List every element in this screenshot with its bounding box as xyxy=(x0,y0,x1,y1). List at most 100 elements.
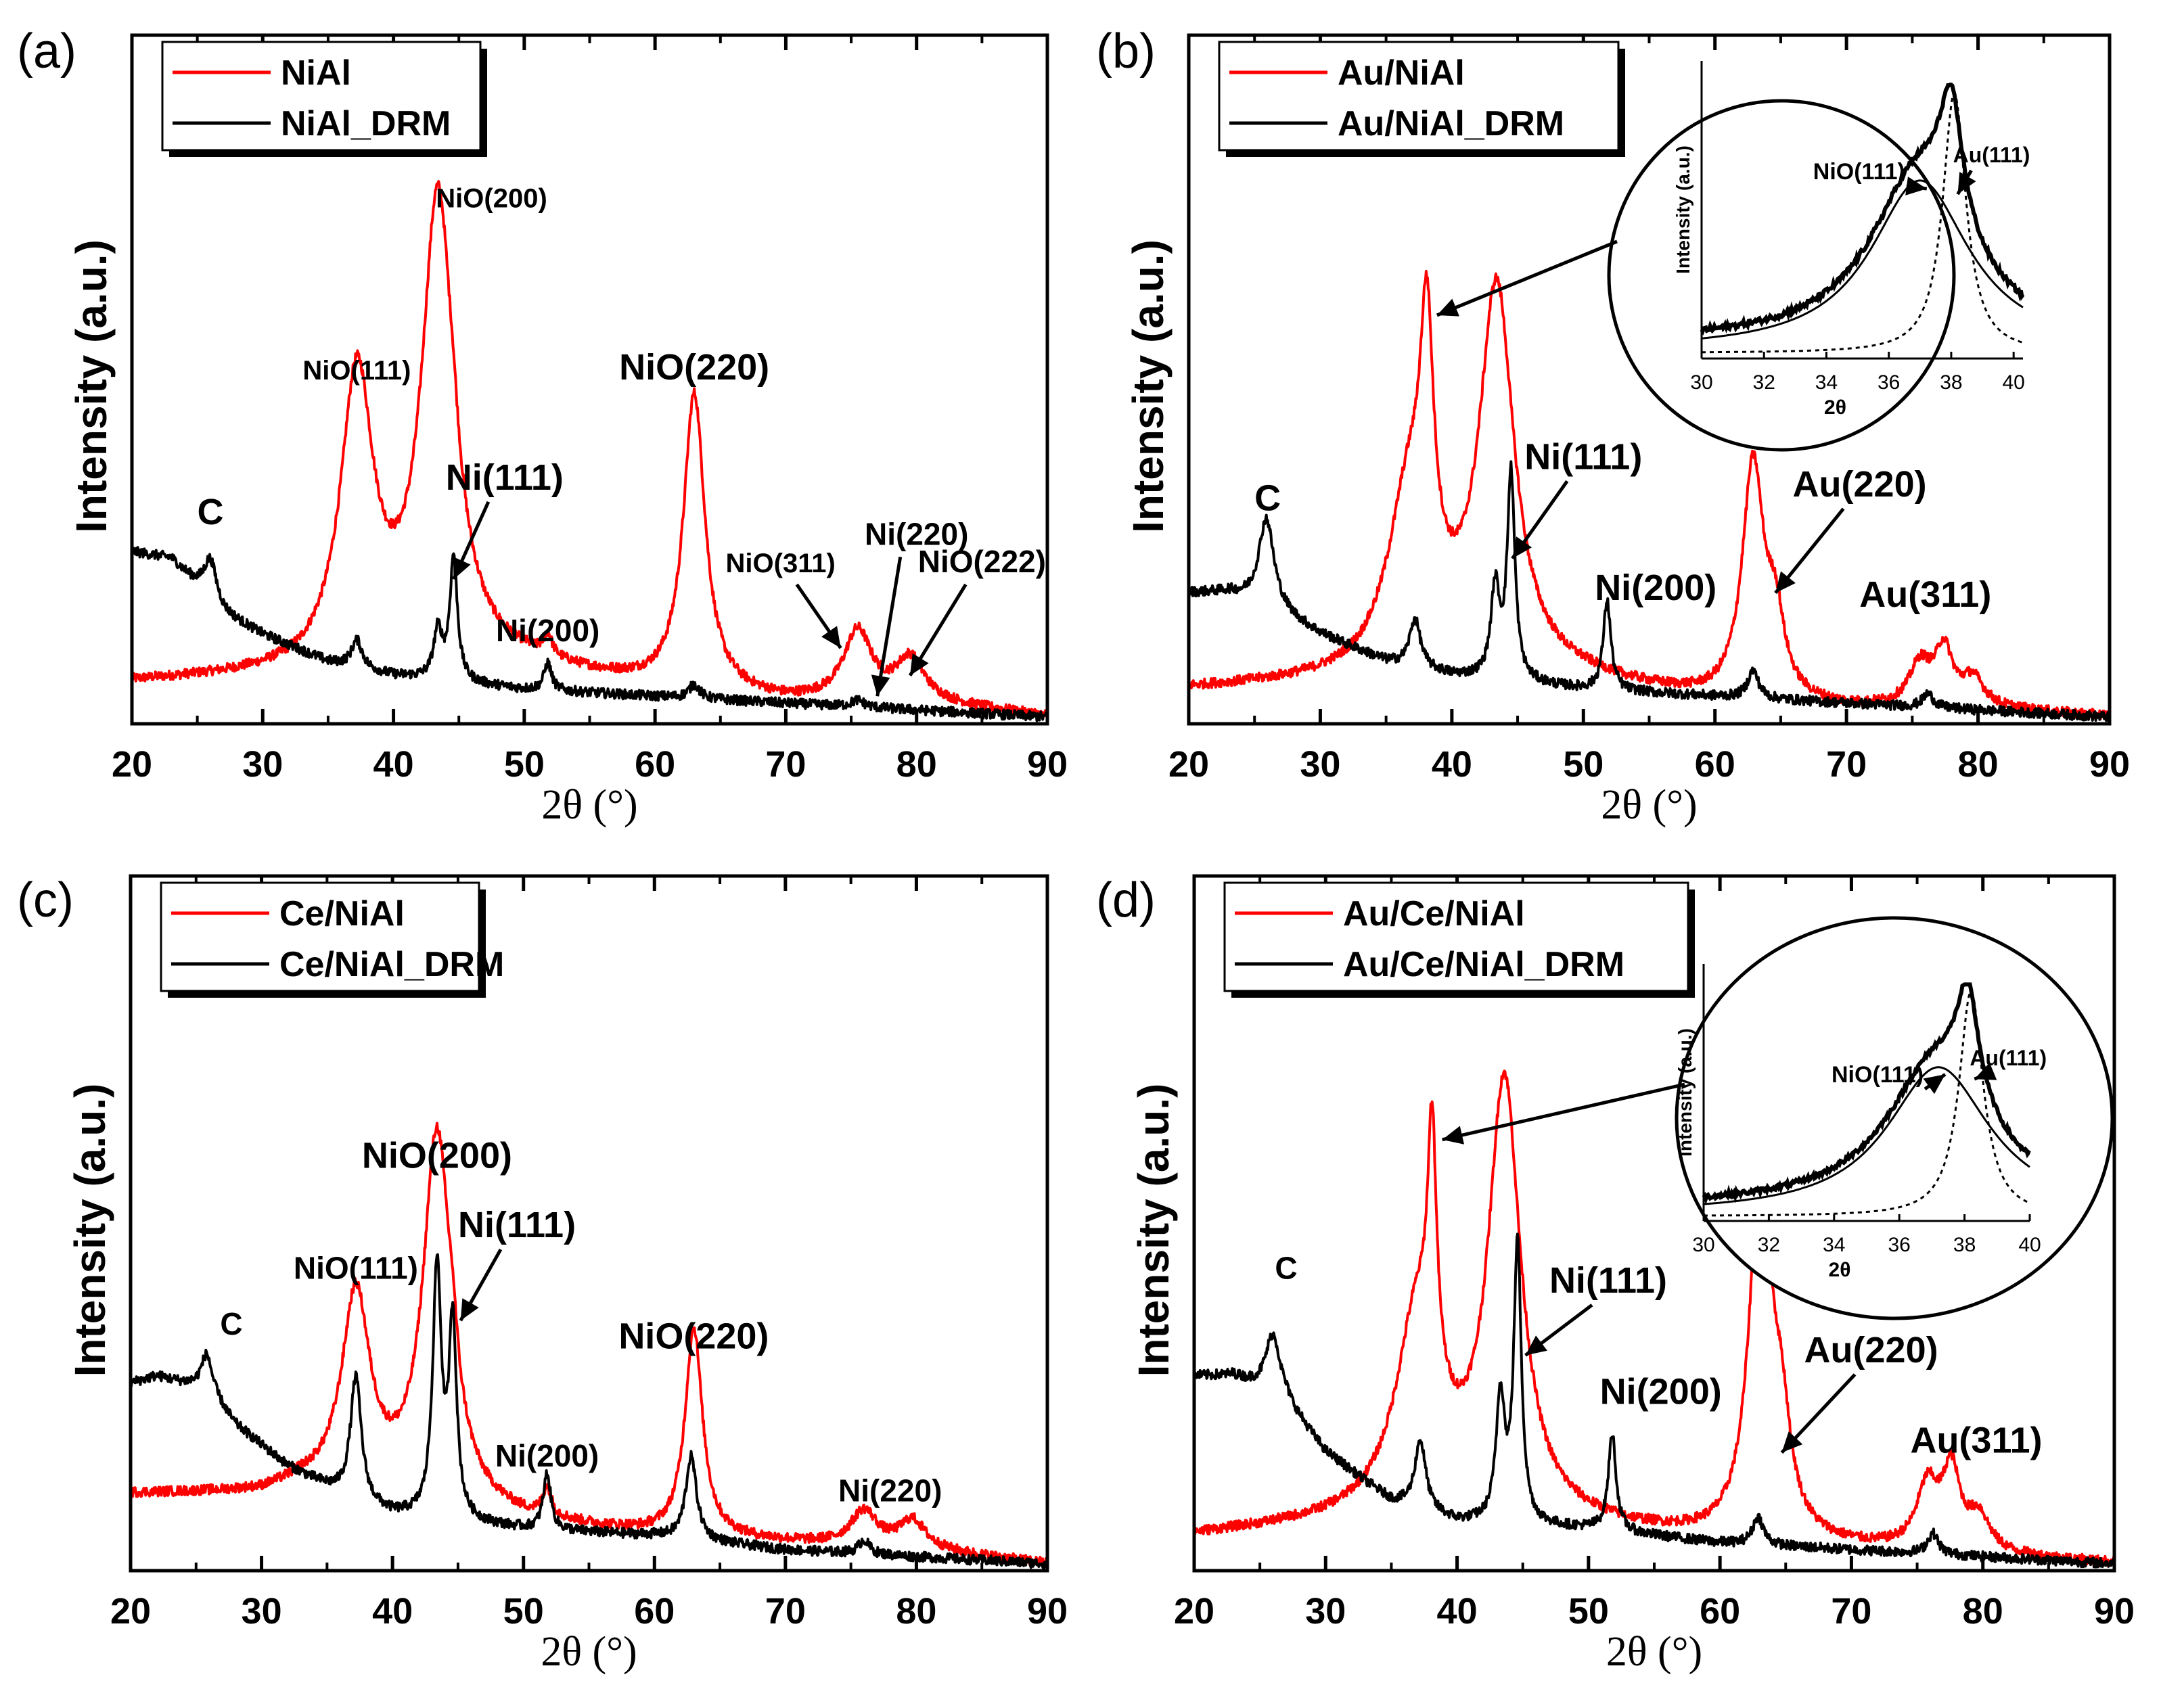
peak-label: Au(311) xyxy=(1859,574,1991,615)
peak-label: Ni(200) xyxy=(1600,1372,1722,1412)
inset-nio-label: NiO(111) xyxy=(1832,1062,1924,1088)
x-tick-label: 80 xyxy=(1958,744,1999,785)
x-tick-label: 70 xyxy=(765,1591,806,1632)
peak-arrow-head xyxy=(1512,536,1532,559)
inset-measured-curve xyxy=(1702,982,2031,1205)
series-line-nial xyxy=(131,180,1048,720)
x-tick-label: 30 xyxy=(1300,744,1340,785)
x-tick-label: 90 xyxy=(1027,744,1068,785)
inset-au-label: Au(111) xyxy=(1970,1046,2047,1070)
peak-label: Ni(200) xyxy=(1595,568,1716,608)
panel-a: 20 30 40 50 60 70 80 90 2θ (°) Intensity (a.u.) (a… xyxy=(17,24,1068,828)
inset: 30 32 34 36 38 40 2θ Intensity (a.u.) NiO(111) Au… xyxy=(1675,916,2114,1320)
peak-arrow-head xyxy=(1781,1431,1803,1453)
peak-label: C xyxy=(1275,1251,1297,1286)
x-tick-label: 40 xyxy=(1437,1591,1478,1632)
legend-label: NiAl_DRM xyxy=(281,104,451,143)
panel-b: 20 30 40 50 60 70 80 90 2θ (°) Intensity (a.u.) (b… xyxy=(1096,24,2130,828)
inset-nio-label: NiO(111) xyxy=(1813,159,1905,185)
peak-label: C xyxy=(220,1306,242,1341)
peak-label: C xyxy=(197,492,223,532)
peak-arrow-head xyxy=(910,653,929,676)
inset-x-tick-label: 30 xyxy=(1692,1234,1714,1256)
x-tick-label: 60 xyxy=(1700,1591,1740,1632)
x-tick-label: 70 xyxy=(1826,744,1867,785)
x-tick-label: 40 xyxy=(1432,744,1472,785)
inset-x-tick-label: 30 xyxy=(1690,371,1712,394)
legend-label: Ce/NiAl xyxy=(279,894,405,933)
peak-arrow-head xyxy=(1775,571,1796,593)
inset-nio-fit-curve xyxy=(1703,1066,2030,1205)
zoom-arrow-head xyxy=(1436,298,1459,317)
peak-arrow-head xyxy=(871,674,890,697)
peak-label: Ni(111) xyxy=(446,457,564,498)
inset-y-label: Intensity (a.u.) xyxy=(1673,145,1693,274)
peak-label: Ni(200) xyxy=(496,613,599,648)
x-tick-label: 80 xyxy=(896,1591,936,1632)
peak-label: Ni(220) xyxy=(865,516,968,551)
zoom-arrow-shaft xyxy=(1436,239,1618,317)
inset-x-tick-label: 36 xyxy=(1888,1234,1911,1256)
inset-x-label: 2θ xyxy=(1829,1259,1851,1281)
peak-label: C xyxy=(1254,478,1281,518)
legend-box xyxy=(161,41,482,152)
panel-letter: (a) xyxy=(17,24,76,78)
peak-arrow-head xyxy=(821,626,841,649)
x-tick-label: 80 xyxy=(896,744,937,785)
series-line-ce-nial-drm xyxy=(129,1253,1049,1570)
peak-arrow-head xyxy=(453,557,471,580)
inset-x-tick-label: 40 xyxy=(2018,1234,2041,1256)
peak-label: Ni(111) xyxy=(1549,1260,1667,1301)
inset-au-arrow-head xyxy=(1974,1062,1997,1080)
inset-measured-curve xyxy=(1700,83,2025,336)
legend-box xyxy=(1223,881,1689,992)
inset-au-fit-curve xyxy=(1702,91,2024,354)
legend-label: Ce/NiAl_DRM xyxy=(279,945,504,984)
inset-au-label: Au(111) xyxy=(1953,143,2030,167)
panel-letter: (d) xyxy=(1096,873,1156,927)
inset-nio-arrow-head xyxy=(1905,177,1927,195)
inset-circle xyxy=(1607,99,1956,452)
x-tick-label: 90 xyxy=(2094,1591,2135,1632)
peak-label: NiO(111) xyxy=(302,356,411,386)
x-tick-label: 80 xyxy=(1963,1591,2003,1632)
series-line-au-ce-nial-drm xyxy=(1193,1232,2116,1569)
peak-label: NiO(222) xyxy=(918,544,1046,579)
y-axis-label: Intensity (a.u.) xyxy=(66,1084,114,1377)
y-axis-label: Intensity (a.u.) xyxy=(1129,1084,1178,1377)
x-tick-label: 20 xyxy=(112,744,152,785)
peak-arrow-head xyxy=(460,1298,479,1321)
x-tick-label: 60 xyxy=(634,1591,675,1632)
x-tick-label: 30 xyxy=(1305,1591,1346,1632)
panel-d: 20 30 40 50 60 70 80 90 2θ (°) Intensity (a.u.) (d… xyxy=(1096,873,2135,1675)
x-tick-label: 90 xyxy=(2089,744,2130,785)
legend-label: Au/Ce/NiAl xyxy=(1343,894,1525,933)
inset-x-tick-label: 36 xyxy=(1878,371,1900,394)
x-tick-label: 60 xyxy=(1695,744,1735,785)
x-axis-label: 2θ (°) xyxy=(1601,782,1697,828)
inset-y-label: Intensity (a.u.) xyxy=(1675,1028,1696,1157)
x-tick-label: 50 xyxy=(503,1591,544,1632)
inset-x-tick-label: 32 xyxy=(1758,1234,1780,1256)
peak-label: Ni(111) xyxy=(458,1205,576,1245)
panel-letter: (b) xyxy=(1096,24,1156,78)
x-tick-label: 60 xyxy=(635,744,675,785)
x-tick-label: 90 xyxy=(1027,1591,1068,1632)
series-line-au-ce-nial xyxy=(1193,1069,2116,1567)
x-tick-label: 30 xyxy=(242,1591,282,1632)
inset-x-label: 2θ xyxy=(1824,396,1846,419)
legend-label: NiAl xyxy=(281,53,351,93)
inset: 30 32 34 36 38 40 2θ Intensity (a.u.) NiO(111) Au… xyxy=(1607,61,2030,452)
legend-label: Au/NiAl xyxy=(1338,53,1465,93)
legend-label: Au/Ce/NiAl_DRM xyxy=(1343,945,1624,984)
peak-label: NiO(220) xyxy=(618,1316,769,1356)
x-tick-label: 40 xyxy=(372,1591,413,1632)
x-tick-label: 70 xyxy=(1831,1591,1871,1632)
zoom-arrow-head xyxy=(1442,1126,1465,1145)
inset-x-tick-label: 38 xyxy=(1953,1234,1976,1256)
zoom-arrow-shaft xyxy=(1442,1082,1685,1142)
inset-nio-arrow-head xyxy=(1923,1074,1946,1094)
y-axis-label: Intensity (a.u.) xyxy=(1124,239,1173,533)
series-line-au-nial xyxy=(1187,270,2111,721)
